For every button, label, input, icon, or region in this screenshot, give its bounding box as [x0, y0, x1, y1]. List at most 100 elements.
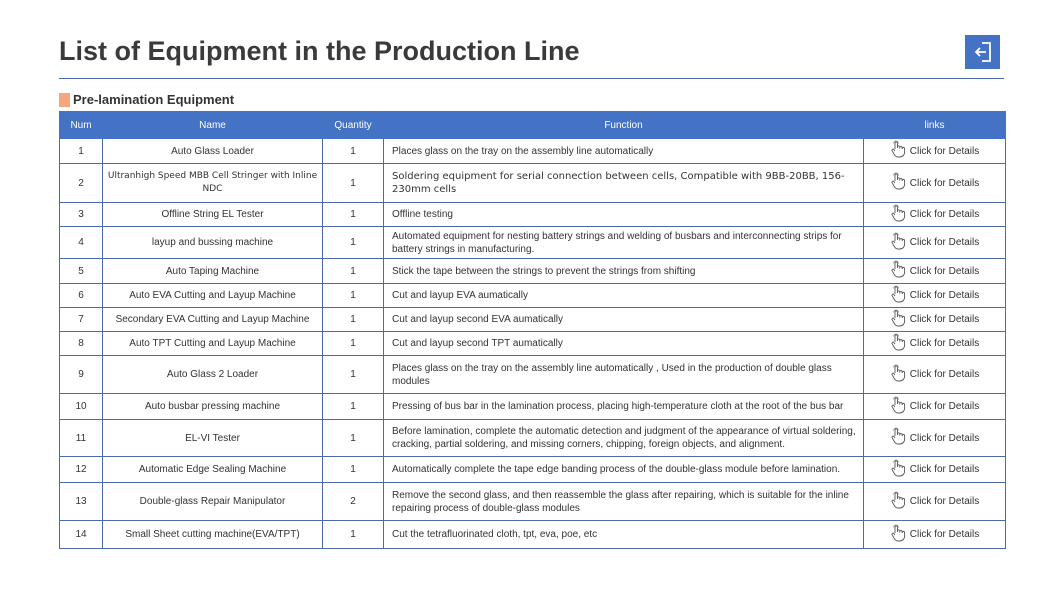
title-divider: [59, 78, 1004, 79]
details-link[interactable]: Click for Details: [868, 459, 1001, 481]
cell-link: Click for Details: [863, 482, 1006, 521]
hand-pointer-icon: [890, 491, 906, 513]
cell-quantity: 1: [322, 307, 384, 332]
cell-name: Auto Taping Machine: [102, 258, 323, 284]
hand-pointer-icon: [890, 172, 906, 194]
cell-link: Click for Details: [863, 163, 1006, 203]
cell-name: Double-glass Repair Manipulator: [102, 482, 323, 521]
details-link[interactable]: Click for Details: [868, 427, 1001, 449]
cell-link: Click for Details: [863, 456, 1006, 483]
cell-link: Click for Details: [863, 138, 1006, 164]
cell-quantity: 1: [322, 456, 384, 483]
cell-function: Places glass on the tray on the assembly…: [383, 138, 864, 164]
cell-name: Secondary EVA Cutting and Layup Machine: [102, 307, 323, 332]
cell-quantity: 2: [322, 482, 384, 521]
hand-pointer-icon: [890, 524, 906, 546]
header-quantity: Quantity: [322, 111, 384, 139]
hand-pointer-icon: [890, 232, 906, 254]
cell-num: 1: [59, 138, 103, 164]
table-row: 1 Auto Glass Loader 1 Places glass on the t…: [59, 138, 1006, 164]
cell-function: Pressing of bus bar in the lamination pr…: [383, 393, 864, 420]
cell-quantity: 1: [322, 283, 384, 308]
details-link[interactable]: Click for Details: [868, 285, 1001, 307]
cell-num: 12: [59, 456, 103, 483]
table-row: 2 Ultranhigh Speed MBB Cell Stringer with…: [59, 163, 1006, 203]
cell-num: 3: [59, 202, 103, 227]
cell-name: EL-VI Tester: [102, 419, 323, 457]
details-link-label: Click for Details: [909, 265, 980, 277]
cell-function: Cut and layup second EVA aumatically: [383, 307, 864, 332]
cell-function: Places glass on the tray on the assembly…: [383, 355, 864, 394]
details-link[interactable]: Click for Details: [868, 232, 1001, 254]
cell-link: Click for Details: [863, 307, 1006, 332]
hand-pointer-icon: [890, 204, 906, 226]
hand-pointer-icon: [890, 333, 906, 355]
cell-name: Auto busbar pressing machine: [102, 393, 323, 420]
hand-pointer-icon: [890, 364, 906, 386]
cell-quantity: 1: [322, 258, 384, 284]
table-row: 7 Secondary EVA Cutting and Layup Machine…: [59, 307, 1006, 332]
page-title: List of Equipment in the Production Line: [59, 36, 580, 66]
details-link[interactable]: Click for Details: [868, 491, 1001, 513]
details-link[interactable]: Click for Details: [868, 396, 1001, 418]
cell-link: Click for Details: [863, 258, 1006, 284]
cell-quantity: 1: [322, 419, 384, 457]
cell-num: 2: [59, 163, 103, 203]
cell-link: Click for Details: [863, 520, 1006, 549]
cell-link: Click for Details: [863, 393, 1006, 420]
hand-pointer-icon: [890, 309, 906, 331]
details-link-label: Click for Details: [909, 464, 980, 475]
cell-link: Click for Details: [863, 331, 1006, 356]
hand-pointer-icon: [890, 260, 906, 282]
cell-function: Remove the second glass, and then reasse…: [383, 482, 864, 521]
details-link-label: Click for Details: [909, 432, 980, 444]
cell-name: Small Sheet cutting machine(EVA/TPT): [102, 520, 323, 549]
cell-link: Click for Details: [863, 355, 1006, 394]
cell-name: layup and bussing machine: [102, 226, 323, 259]
details-link-label: Click for Details: [909, 369, 980, 380]
cell-name: Offline String EL Tester: [102, 202, 323, 227]
cell-function: Cut and layup second TPT aumatically: [383, 331, 864, 356]
cell-quantity: 1: [322, 163, 384, 203]
details-link-label: Click for Details: [909, 290, 980, 301]
cell-function: Soldering equipment for serial connectio…: [383, 163, 864, 203]
cell-quantity: 1: [322, 331, 384, 356]
cell-num: 10: [59, 393, 103, 420]
cell-quantity: 1: [322, 226, 384, 259]
details-link[interactable]: Click for Details: [868, 309, 1001, 331]
header-name: Name: [102, 111, 323, 139]
table-row: 10 Auto busbar pressing machine 1 Pressing …: [59, 393, 1006, 420]
cell-quantity: 1: [322, 355, 384, 394]
cell-link: Click for Details: [863, 226, 1006, 259]
section-marker: [59, 92, 70, 107]
cell-num: 6: [59, 283, 103, 308]
details-link[interactable]: Click for Details: [868, 524, 1001, 546]
details-link[interactable]: Click for Details: [868, 364, 1001, 386]
table-row: 9 Auto Glass 2 Loader 1 Places glass on the…: [59, 355, 1006, 394]
table-row: 4 layup and bussing machine 1 Automated equ…: [59, 226, 1006, 259]
details-link[interactable]: Click for Details: [868, 172, 1001, 194]
details-link-label: Click for Details: [909, 401, 980, 412]
table-row: 12 Automatic Edge Sealing Machine 1 Automat…: [59, 456, 1006, 483]
cell-name: Auto TPT Cutting and Layup Machine: [102, 331, 323, 356]
hand-pointer-icon: [890, 140, 906, 162]
cell-name: Auto Glass 2 Loader: [102, 355, 323, 394]
details-link[interactable]: Click for Details: [868, 333, 1001, 355]
exit-button[interactable]: [965, 35, 1000, 69]
hand-pointer-icon: [890, 396, 906, 418]
table-row: 6 Auto EVA Cutting and Layup Machine 1 Cut …: [59, 283, 1006, 308]
cell-link: Click for Details: [863, 202, 1006, 227]
cell-function: Automated equipment for nesting battery …: [383, 226, 864, 259]
table-row: 8 Auto TPT Cutting and Layup Machine 1 Cut …: [59, 331, 1006, 356]
table-header-row: Num Name Quantity Function links: [59, 111, 1006, 139]
table-row: 5 Auto Taping Machine 1 Stick the tape betw…: [59, 258, 1006, 284]
cell-num: 4: [59, 226, 103, 259]
cell-function: Offline testing: [383, 202, 864, 227]
cell-num: 14: [59, 520, 103, 549]
details-link[interactable]: Click for Details: [868, 204, 1001, 226]
details-link[interactable]: Click for Details: [868, 260, 1001, 282]
details-link-label: Click for Details: [909, 529, 980, 540]
cell-function: Cut and layup EVA aumatically: [383, 283, 864, 308]
details-link[interactable]: Click for Details: [868, 140, 1001, 162]
hand-pointer-icon: [890, 459, 906, 481]
